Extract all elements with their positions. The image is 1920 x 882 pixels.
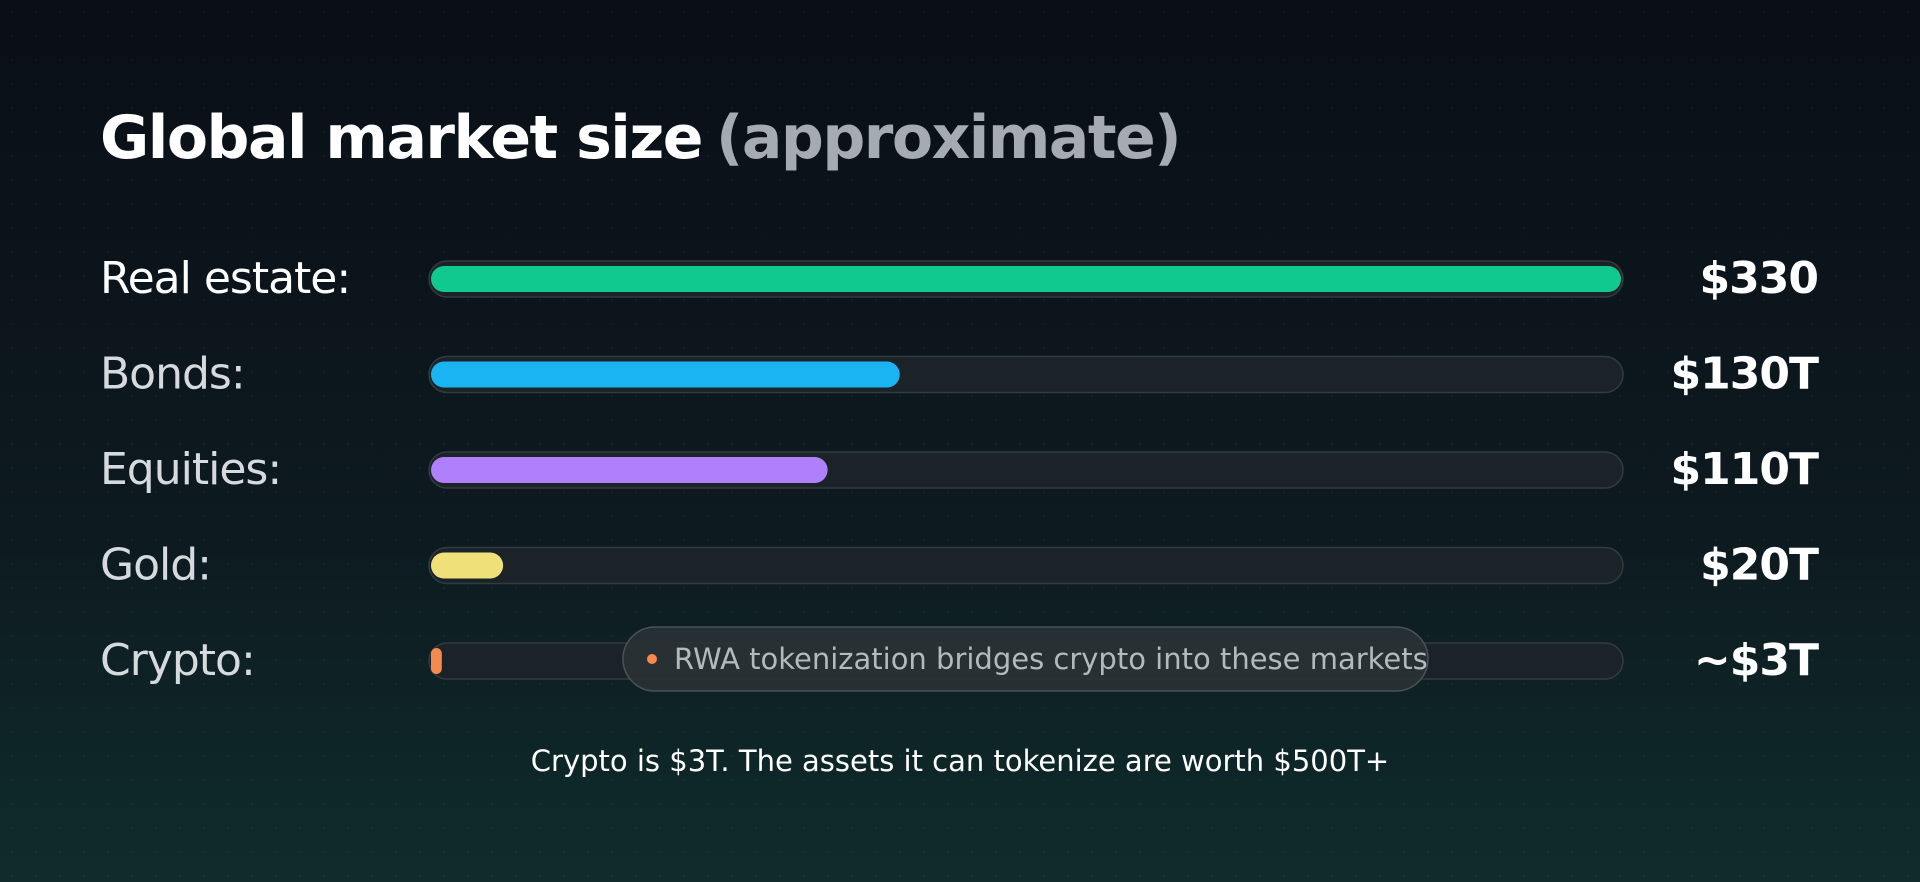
bar — [431, 266, 1621, 292]
footnote: Crypto is $3T. The assets it can tokeniz… — [531, 744, 1389, 778]
category-label: Gold: — [100, 540, 211, 591]
rows: Real estate: $330 Bonds: $130T Equities: $110… — [100, 253, 1820, 686]
value-label: $20T — [1700, 540, 1819, 591]
bar-track — [428, 546, 1624, 585]
annotation-pill — [622, 626, 1429, 692]
category-label: Bonds: — [100, 349, 245, 400]
annotation-dot — [647, 654, 657, 664]
bar — [431, 361, 900, 388]
chart-title: Global market size (approximate) — [100, 103, 1180, 173]
annotation-group: RWA tokenization bridges crypto into the… — [622, 626, 1429, 692]
category-label: Real estate: — [100, 253, 350, 304]
value-label: ~$3T — [1694, 635, 1819, 686]
category-label: Equities: — [100, 444, 281, 495]
bar — [431, 552, 504, 579]
value-label: $130T — [1671, 349, 1819, 400]
bar — [431, 648, 442, 674]
bar — [431, 457, 828, 483]
annotation: RWA tokenization bridges crypto into the… — [674, 642, 1428, 676]
value-label: $330 — [1700, 253, 1818, 304]
title: Global market size — [100, 103, 702, 173]
category-label: Crypto: — [100, 635, 255, 686]
value-label: $110T — [1671, 444, 1819, 495]
subtitle: (approximate) — [716, 103, 1180, 173]
